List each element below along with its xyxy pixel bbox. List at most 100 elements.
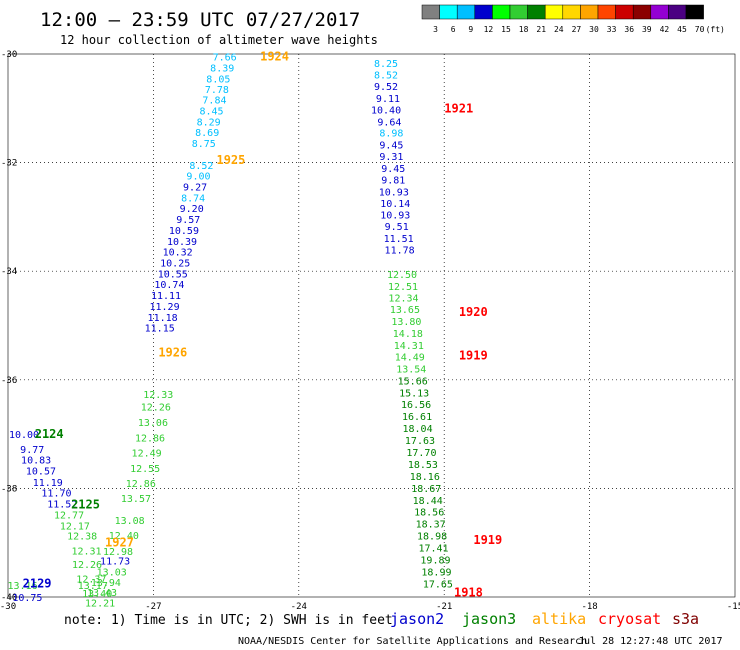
wave-height-point: 14.49 — [395, 352, 425, 363]
color-swatch — [685, 4, 704, 20]
wave-height-point: 10.32 — [163, 248, 193, 259]
wave-height-point: 18.56 — [414, 508, 444, 519]
track-time-label: 1926 — [158, 346, 187, 360]
color-swatch — [580, 4, 599, 20]
wave-height-point: 12.86 — [126, 479, 156, 490]
wave-height-point: 12.51 — [388, 282, 418, 293]
page-title: 12:00 — 23:59 UTC 07/27/2017 — [40, 9, 360, 31]
wave-height-point: 9.27 — [183, 182, 207, 193]
wave-height-point: 12.40 — [109, 531, 139, 542]
color-scale-label: 30 — [589, 25, 599, 34]
legend-item-altika: altika — [532, 610, 586, 628]
wave-height-point: 14.18 — [393, 329, 423, 340]
wave-height-point: 10.14 — [380, 199, 410, 210]
track-time-label: 1918 — [454, 586, 483, 600]
track-time-label: 2124 — [35, 427, 64, 441]
wave-height-point: 12.34 — [388, 293, 418, 304]
track-time-label: 1919 — [473, 533, 502, 547]
wave-height-point: 18.99 — [421, 567, 451, 578]
wave-height-point: 11.51 — [384, 234, 414, 245]
wave-height-point: 18.44 — [413, 496, 443, 507]
wave-height-point: 12.21 — [85, 598, 115, 609]
wave-height-point: 9.64 — [377, 117, 401, 128]
x-tick-label: -30 — [0, 602, 16, 612]
map-frame — [7, 53, 736, 598]
legend-item-cryosat: cryosat — [598, 610, 661, 628]
wave-height-point: 16.56 — [401, 400, 431, 411]
page-subtitle: 12 hour collection of altimeter wave hei… — [60, 33, 378, 47]
wave-height-point: 9.77 — [20, 445, 44, 456]
wave-height-point: 10.25 — [160, 259, 190, 270]
wave-height-values: 7.668.398.057.787.848.458.298.698.75 8.52… — [7, 53, 452, 610]
track-time-label: 1925 — [216, 153, 245, 167]
x-tick-label: -18 — [581, 602, 597, 612]
wave-height-point: 18.53 — [408, 460, 438, 471]
wave-height-point: 10.57 — [26, 466, 56, 477]
wave-height-point: 17.70 — [406, 448, 436, 459]
wave-height-point: 13.54 — [396, 364, 426, 375]
wave-height-point: 19.89 — [420, 556, 450, 567]
wave-height-point: 7.78 — [205, 85, 229, 96]
lat-lon-grid — [8, 54, 735, 597]
x-tick-label: -21 — [436, 602, 452, 612]
wave-height-point: 13.65 — [390, 305, 420, 316]
wave-height-point: 8.98 — [379, 129, 403, 140]
wave-height-point: 11.73 — [100, 557, 130, 568]
wave-height-point: 9.31 — [379, 152, 403, 163]
color-scale-label: 27 — [572, 25, 582, 34]
wave-height-point: 8.39 — [210, 64, 234, 75]
color-scale-label: 39 — [642, 25, 652, 34]
wave-height-point: 12.38 — [67, 532, 97, 543]
track-time-label: 1921 — [444, 101, 473, 115]
wave-height-point: 12.86 — [135, 433, 165, 444]
wave-height-point: 16.61 — [402, 412, 432, 423]
footnote: note: 1) Time is in UTC; 2) SWH is in fe… — [64, 613, 393, 628]
wave-height-point: 18.04 — [402, 424, 432, 435]
legend-item-s3a: s3a — [672, 610, 699, 628]
wave-height-point: 12.98 — [103, 547, 133, 558]
color-swatch — [421, 4, 440, 20]
track-time-label: 1927 — [105, 536, 134, 550]
color-swatch — [615, 4, 634, 20]
wave-height-point: 15.13 — [399, 388, 429, 399]
satellite-legend: jason2 jason3 altika cryosat s3a — [390, 610, 699, 628]
color-scale-label: 6 — [451, 25, 456, 34]
wave-height-point: 8.25 — [374, 59, 398, 70]
color-swatch — [456, 4, 476, 20]
wave-height-point: 12.37 — [76, 575, 106, 586]
color-swatch — [668, 4, 687, 20]
color-swatch — [632, 4, 652, 20]
wave-height-point: 15.66 — [398, 376, 428, 387]
color-scale-label: 3 — [433, 25, 438, 34]
x-tick-label: -24 — [291, 602, 307, 612]
wave-height-point: 8.52 — [189, 161, 213, 172]
wave-height-point: 10.74 — [154, 280, 184, 291]
wave-height-point: 8.45 — [200, 106, 224, 117]
color-scale-label: 36 — [624, 25, 634, 34]
color-swatch — [474, 4, 493, 20]
color-swatch — [509, 4, 528, 20]
wave-height-point: 13.40 — [82, 589, 112, 600]
track-labels: 1924 1925 1926 1927 1921 1920 1919 1919 1918 2124… — [23, 50, 503, 600]
wave-height-point: 9.00 — [186, 172, 210, 183]
color-scale-label: 70 — [695, 25, 705, 34]
color-scale-label: 45 — [677, 25, 687, 34]
wave-height-point: 9.45 — [381, 164, 405, 175]
legend-item-jason2: jason2 — [390, 610, 444, 628]
wave-height-point: 13.80 — [391, 317, 421, 328]
wave-height-point: 9.51 — [385, 222, 409, 233]
wave-height-point: 9.20 — [180, 204, 204, 215]
wave-height-point: 12.26 — [141, 402, 171, 413]
wave-height-point: 11.11 — [151, 291, 181, 302]
wave-height-point: 8.75 — [192, 139, 216, 150]
wave-height-point: 9.52 — [374, 82, 398, 93]
wave-height-point: 13.08 — [115, 516, 145, 527]
axis-ticks: -30-32-34-36-38-40-30-27-24-21-18-15 — [0, 50, 740, 612]
color-scale-unit: (ft) — [706, 25, 725, 34]
color-scale-label: 21 — [536, 25, 546, 34]
credit-line: NOAA/NESDIS Center for Satellite Applica… — [238, 636, 587, 647]
wave-height-point: 11.18 — [148, 313, 178, 324]
timestamp: Jul 28 12:27:48 UTC 2017 — [578, 636, 723, 647]
wave-height-point: 10.00 — [9, 430, 39, 441]
